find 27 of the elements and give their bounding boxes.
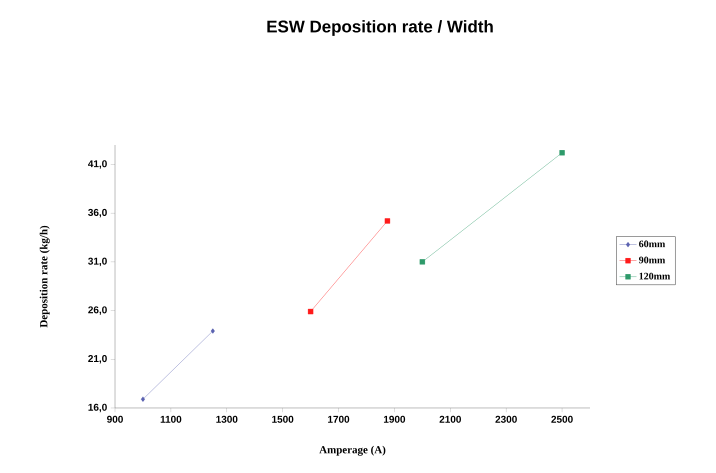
x-tick-label: 2500 — [551, 416, 573, 423]
point — [559, 150, 565, 156]
y-tick-label: 36,0 — [88, 208, 107, 218]
point — [420, 259, 426, 265]
x-tick-label: 1100 — [160, 416, 182, 423]
point — [308, 308, 314, 314]
legend-label: 120mm — [640, 272, 670, 280]
x-tick-label: 900 — [107, 416, 123, 423]
y-tick-label: 41,0 — [88, 160, 107, 169]
x-tick-label: 1300 — [216, 416, 238, 423]
x-tick-label: 1500 — [272, 416, 294, 423]
y-tick-label: 16,0 — [88, 404, 107, 412]
x-tick-label: 2300 — [495, 416, 517, 423]
chart-title: ESW Deposition rate / Width — [267, 20, 493, 36]
point — [384, 218, 390, 224]
y-tick-label: 31,0 — [88, 258, 107, 266]
x-tick-label: 2100 — [440, 416, 461, 423]
y-tick-label: 26,0 — [88, 306, 107, 315]
legend-label: 90mm — [638, 256, 666, 264]
x-axis-title: Amperage (A) — [319, 446, 386, 456]
y-axis-title: Deposition rate (kg/h) — [40, 226, 50, 328]
x-tick-label: 1900 — [384, 416, 406, 423]
x-tick-label: 1700 — [328, 416, 350, 423]
legend-label: 60mm — [639, 240, 666, 248]
point — [210, 328, 215, 334]
y-tick-label: 21,0 — [88, 355, 107, 364]
point — [140, 396, 146, 402]
